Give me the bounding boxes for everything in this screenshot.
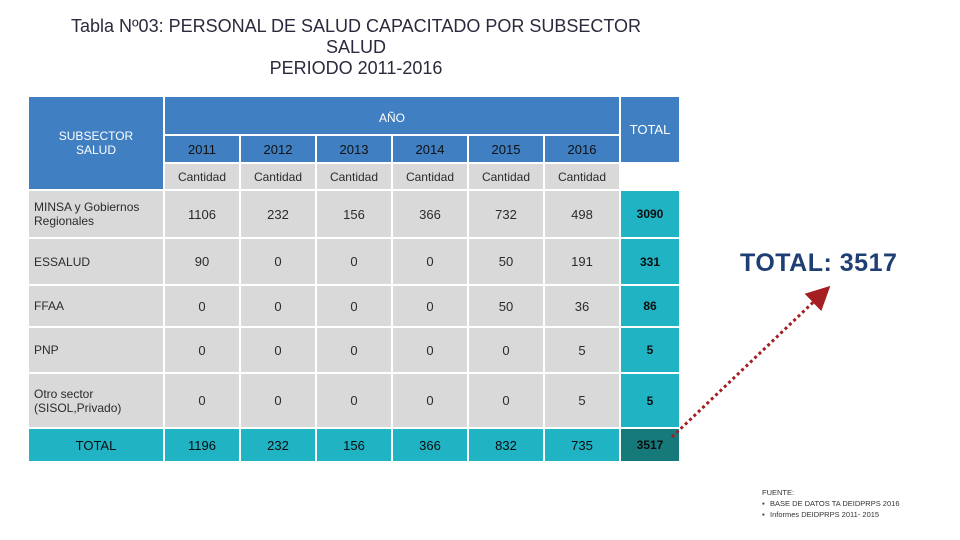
cell-value: 0 — [317, 328, 391, 372]
title-line-1: Tabla Nº03: PERSONAL DE SALUD CAPACITADO… — [70, 16, 642, 36]
title-line-3: PERIODO 2011-2016 — [269, 58, 443, 78]
cell-value: 732 — [469, 191, 543, 237]
table-row: PNP 0 0 0 0 0 5 5 — [29, 328, 679, 372]
cell-value: 0 — [317, 239, 391, 284]
cell-value: 156 — [317, 191, 391, 237]
total-value: 156 — [317, 429, 391, 461]
cell-value: 36 — [545, 286, 619, 326]
source-heading: FUENTE: — [762, 488, 795, 497]
cell-value: 0 — [241, 328, 315, 372]
cell-value: 0 — [393, 328, 467, 372]
cell-value: 1106 — [165, 191, 239, 237]
source-item-text: BASE DE DATOS TA DEIDPRPS 2016 — [770, 499, 900, 508]
row-name: FFAA — [29, 286, 163, 326]
table-row: ESSALUD 90 0 0 0 50 191 331 — [29, 239, 679, 284]
row-total: 86 — [621, 286, 679, 326]
row-name: Otro sector (SISOL,Privado) — [29, 374, 163, 427]
row-total: 5 — [621, 328, 679, 372]
year-2015: 2015 — [469, 136, 543, 162]
header-subsector: SUBSECTOR SALUD — [29, 97, 163, 189]
total-callout: TOTAL: 3517 — [740, 249, 898, 277]
total-row-label: TOTAL — [29, 429, 163, 461]
cell-value: 0 — [393, 374, 467, 427]
year-2013: 2013 — [317, 136, 391, 162]
source-note: FUENTE: ▪ BASE DE DATOS TA DEIDPRPS 2016 … — [762, 487, 900, 520]
cell-value: 191 — [545, 239, 619, 284]
cell-value: 0 — [165, 374, 239, 427]
source-item-text: Informes DEIDPRPS 2011- 2015 — [770, 510, 880, 519]
subheader-cantidad: Cantidad — [393, 164, 467, 189]
bullet-icon: ▪ — [762, 510, 765, 519]
grand-total: 3517 — [621, 429, 679, 461]
cell-value: 0 — [241, 374, 315, 427]
cell-value: 366 — [393, 191, 467, 237]
row-name: PNP — [29, 328, 163, 372]
cell-value: 50 — [469, 239, 543, 284]
year-2012: 2012 — [241, 136, 315, 162]
total-value: 832 — [469, 429, 543, 461]
title-line-2: SALUD — [325, 37, 387, 57]
row-name: ESSALUD — [29, 239, 163, 284]
row-name: MINSA y Gobiernos Regionales — [29, 191, 163, 237]
cell-value: 0 — [317, 286, 391, 326]
table-row: MINSA y Gobiernos Regionales 1106 232 15… — [29, 191, 679, 237]
year-2016: 2016 — [545, 136, 619, 162]
cell-value: 0 — [241, 286, 315, 326]
bullet-icon: ▪ — [762, 499, 765, 508]
table-row: Otro sector (SISOL,Privado) 0 0 0 0 0 5 … — [29, 374, 679, 427]
subheader-cantidad: Cantidad — [165, 164, 239, 189]
cell-value: 0 — [165, 328, 239, 372]
subheader-cantidad: Cantidad — [545, 164, 619, 189]
cell-value: 0 — [469, 374, 543, 427]
total-value: 366 — [393, 429, 467, 461]
subheader-cantidad: Cantidad — [241, 164, 315, 189]
cell-value: 498 — [545, 191, 619, 237]
table-row: FFAA 0 0 0 0 50 36 86 — [29, 286, 679, 326]
total-value: 735 — [545, 429, 619, 461]
cell-value: 5 — [545, 328, 619, 372]
row-total: 331 — [621, 239, 679, 284]
subheader-cantidad: Cantidad — [469, 164, 543, 189]
cell-value: 0 — [165, 286, 239, 326]
cell-value: 0 — [317, 374, 391, 427]
subheader-cantidad: Cantidad — [317, 164, 391, 189]
year-2011: 2011 — [165, 136, 239, 162]
total-value: 232 — [241, 429, 315, 461]
source-item: ▪ Informes DEIDPRPS 2011- 2015 — [762, 509, 900, 520]
cell-value: 0 — [241, 239, 315, 284]
page-title: Tabla Nº03: PERSONAL DE SALUD CAPACITADO… — [0, 16, 712, 79]
header-year-group: AÑO — [165, 97, 619, 134]
total-row: TOTAL 1196 232 156 366 832 735 3517 — [29, 429, 679, 461]
personnel-table: SUBSECTOR SALUD AÑO TOTAL 2011 2012 2013… — [27, 95, 681, 463]
header-subsector-label: SUBSECTOR SALUD — [58, 129, 134, 157]
cell-value: 232 — [241, 191, 315, 237]
year-2014: 2014 — [393, 136, 467, 162]
row-total: 3090 — [621, 191, 679, 237]
cell-value: 0 — [469, 328, 543, 372]
cell-value: 5 — [545, 374, 619, 427]
cell-value: 50 — [469, 286, 543, 326]
source-item: ▪ BASE DE DATOS TA DEIDPRPS 2016 — [762, 498, 900, 509]
total-value: 1196 — [165, 429, 239, 461]
cell-value: 0 — [393, 286, 467, 326]
header-total: TOTAL — [621, 97, 679, 162]
row-total: 5 — [621, 374, 679, 427]
cell-value: 0 — [393, 239, 467, 284]
subheader-blank — [621, 164, 679, 189]
cell-value: 90 — [165, 239, 239, 284]
